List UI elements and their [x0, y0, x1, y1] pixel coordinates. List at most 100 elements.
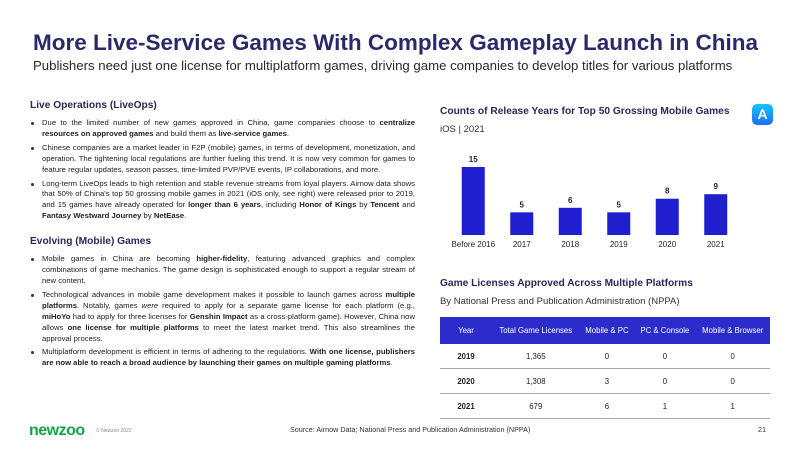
column-header: Year: [440, 317, 492, 344]
bullet-text: and: [399, 200, 415, 210]
bullet-text: .: [184, 211, 187, 221]
bar-before-2016: [461, 167, 485, 235]
bar-value-label: 6: [568, 196, 573, 205]
bar-value-label: 5: [617, 200, 622, 209]
bullet-text: miHoYo: [42, 311, 71, 321]
x-tick-label: 2019: [610, 240, 628, 249]
bullet-text: by: [356, 200, 371, 210]
table-row: 2019 1,365 0 0 0: [440, 344, 770, 369]
bullet-text: multiple platforms: [42, 289, 415, 310]
bullet-text: to meet the latest market trend. This al…: [42, 322, 415, 343]
table-cell: 0: [695, 368, 770, 394]
liveops-heading: Live Operations (LiveOps): [30, 100, 157, 111]
bullet-item: Multiplatform development is efficient i…: [30, 347, 415, 369]
bullet-text: required to apply for a separate game li…: [158, 300, 415, 310]
table-cell: 1,308: [492, 368, 580, 394]
table-cell: 2021: [440, 393, 492, 419]
bullet-text: , including: [260, 200, 300, 210]
bullet-text: one license for multiple platforms: [67, 322, 199, 332]
bullet-text: had to apply for three licenses for: [70, 311, 190, 321]
table-cell: 1,365: [492, 344, 580, 369]
bullet-text: Genshin Impact: [189, 311, 248, 321]
left-column: Live Operations (LiveOps) Due to the lim…: [30, 100, 415, 372]
bullet-text: live-service games: [218, 128, 287, 138]
table-cell: 0: [634, 344, 696, 369]
licenses-table: Year Total Game Licenses Mobile & PC PC & C…: [440, 317, 770, 419]
chart-title: Counts of Release Years for Top 50 Gross…: [440, 106, 730, 117]
bullet-text: Chinese companies are a market leader in…: [42, 142, 415, 174]
bullet-text: Multiplatform development is efficient i…: [42, 347, 310, 357]
bullet-text: . Notably, games: [77, 300, 142, 310]
table-cell: 0: [634, 368, 696, 394]
bullet-text: NetEase: [153, 211, 185, 221]
bullet-text: Technological advances in mobile game de…: [42, 289, 386, 299]
table-cell: 1: [634, 393, 696, 419]
bullet-text: by: [141, 211, 154, 221]
table-cell: 0: [695, 344, 770, 369]
bar-2019: [607, 212, 631, 235]
bullet-text: .: [286, 128, 290, 138]
liveops-bullets: Due to the limited number of new games a…: [30, 118, 415, 222]
bullet-item: Chinese companies are a market leader in…: [30, 143, 415, 176]
evolving-heading: Evolving (Mobile) Games: [30, 236, 152, 248]
bullet-item: Technological advances in mobile game de…: [30, 290, 415, 345]
bar-value-label: 15: [469, 155, 478, 164]
bullet-text: With one license, publishers are now abl…: [42, 347, 416, 368]
bullet-text: Due to the limited number of new games a…: [42, 118, 380, 127]
column-header: Total Game Licenses: [492, 317, 580, 344]
bullet-text: higher-fidelity: [196, 254, 248, 264]
page-title: More Live-Service Games With Complex Gam…: [33, 30, 758, 55]
licenses-title: Game Licenses Approved Across Multiple P…: [440, 278, 693, 289]
bullet-text: Tencent: [370, 200, 400, 210]
bullet-text: longer than 6 years: [188, 200, 261, 210]
app-store-icon: A: [752, 104, 773, 125]
x-tick-label: 2020: [658, 240, 676, 249]
table-cell: 1: [695, 393, 770, 419]
bar-2018: [558, 207, 582, 235]
bullet-text: Mobile games in China are becoming: [42, 254, 197, 264]
bullet-text: were: [141, 300, 159, 310]
bullet-text: .: [390, 358, 393, 368]
licenses-body: 2019 1,365 0 0 0 2020 1,308 3 0 0 2021 679 6 1 1: [440, 344, 770, 419]
column-header: Mobile & Browser: [695, 317, 770, 344]
bullet-text: as a cross-platform game). However, Chin…: [42, 311, 416, 332]
column-header: PC & Console: [634, 317, 696, 344]
bullet-text: and build them as: [153, 128, 219, 138]
bar-2017: [510, 212, 534, 235]
bar-2020: [655, 198, 679, 235]
evolving-bullets: Mobile games in China are becoming highe…: [30, 254, 415, 369]
bar-2021: [704, 194, 728, 235]
bullet-text: Honor of Kings: [299, 200, 357, 210]
x-tick-label: 2018: [561, 240, 579, 249]
licenses-header-row: Year Total Game Licenses Mobile & PC PC & C…: [440, 317, 770, 344]
column-header: Mobile & PC: [579, 317, 635, 344]
table-cell: 3: [579, 368, 635, 394]
page-number: 21: [758, 425, 766, 434]
x-tick-label: 2017: [513, 240, 531, 249]
bar-value-label: 9: [714, 182, 719, 191]
bullet-text: , featuring advanced graphics and comple…: [42, 254, 415, 285]
bullet-text: Fantasy Westward Journey: [42, 211, 142, 221]
bullet-text: Long-term LiveOps leads to high retentio…: [42, 178, 415, 210]
table-cell: 2020: [440, 368, 492, 394]
newzoo-logo: newzoo: [29, 422, 85, 439]
x-tick-label: Before 2016: [451, 240, 495, 249]
release-years-bar-chart: 15 Before 2016 5 2017 6 2018 5 2019 8 2020 9 2021: [451, 155, 728, 249]
bullet-item: Mobile games in China are becoming highe…: [30, 254, 415, 287]
page-subtitle: Publishers need just one license for mul…: [33, 58, 733, 73]
bullet-item: Long-term LiveOps leads to high retentio…: [30, 179, 415, 223]
bullet-text: centralize resources on approved games: [42, 118, 415, 138]
table-cell: 6: [579, 393, 635, 419]
table-cell: 2019: [440, 344, 492, 369]
table-row: 2020 1,308 3 0 0: [440, 368, 770, 394]
source-note: Source: Airnow Data; National Press and …: [290, 425, 531, 434]
copyright: © Newzoo 2022: [96, 428, 132, 434]
table-row: 2021 679 6 1 1: [440, 393, 770, 419]
licenses-subtitle: By National Press and Publication Admini…: [440, 296, 680, 307]
chart-subtitle: iOS | 2021: [440, 124, 485, 135]
table-cell: 0: [579, 344, 635, 369]
bar-value-label: 8: [665, 187, 670, 196]
x-tick-label: 2021: [707, 240, 725, 249]
bullet-item: Due to the limited number of new games a…: [30, 118, 415, 140]
bar-value-label: 5: [520, 200, 525, 209]
